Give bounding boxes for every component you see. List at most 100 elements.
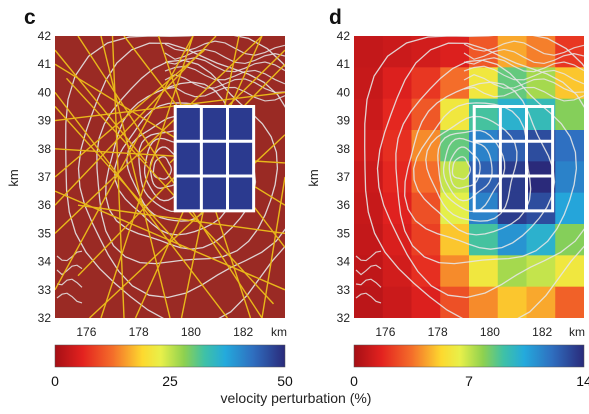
ray-path [55, 36, 194, 291]
heatmap-cell [555, 98, 584, 131]
contour-line [164, 86, 285, 102]
heatmap-cell [382, 67, 412, 100]
panel-c-ylabel: km [6, 169, 21, 186]
contour-line [451, 156, 471, 180]
heatmap-cell [555, 161, 584, 194]
y-tick-label: 32 [337, 311, 351, 325]
ray-path [55, 49, 205, 178]
heatmap-cell [440, 255, 470, 288]
contour-line [364, 36, 584, 318]
y-tick-label: 32 [38, 311, 52, 325]
heatmap-cell [526, 98, 556, 131]
panel-label-c: c [24, 6, 36, 29]
contour-line [355, 278, 382, 288]
x-tick-label: 180 [480, 325, 500, 339]
heatmap-cell [440, 130, 470, 162]
ray-path [100, 36, 171, 318]
y-tick-label: 35 [38, 226, 52, 240]
contour-line [463, 40, 584, 56]
contour-line [56, 278, 83, 288]
contour-line [425, 115, 518, 222]
x-tick-label: 176 [76, 325, 96, 339]
ray-path [55, 36, 217, 206]
colorbar-tick-label: 14 [576, 373, 589, 389]
y-tick-label: 37 [337, 170, 351, 184]
heatmap-cell [469, 224, 499, 256]
y-tick-label: 42 [38, 29, 52, 43]
contour-line [463, 57, 584, 73]
ray-path [100, 36, 194, 318]
contour-line [448, 146, 481, 189]
y-tick-label: 38 [337, 142, 351, 156]
heatmap-cell [555, 286, 584, 318]
contour-line [164, 48, 285, 65]
heatmap-cell [469, 286, 499, 318]
y-tick-label: 33 [337, 283, 351, 297]
y-tick-label: 37 [38, 170, 52, 184]
contour-line [463, 65, 584, 85]
heatmap-cell [440, 224, 470, 256]
contour-line [355, 292, 382, 304]
heatmap-cell [497, 286, 527, 318]
heatmap-cell [382, 36, 412, 68]
y-tick-label: 36 [337, 198, 351, 212]
colorbar-tick-label: 0 [51, 373, 59, 389]
contour-line [355, 250, 382, 262]
colorbar-title: velocity perturbation (%) [221, 390, 372, 406]
heatmap-cell [555, 192, 584, 225]
heatmap-cell [555, 255, 584, 288]
x-tick-label: 176 [375, 325, 395, 339]
panel-c-x-ticks: 176 178 180 182 [76, 325, 253, 339]
heatmap-cell [497, 130, 527, 162]
y-tick-label: 34 [337, 255, 351, 269]
x-tick-label: 182 [233, 325, 253, 339]
colorbar-c [54, 344, 286, 368]
panel-c-xunit: km [271, 325, 287, 339]
contour-line [463, 86, 584, 102]
ray-path [111, 36, 125, 318]
panel-c-ray-paths [55, 36, 285, 318]
heatmap-cell [382, 224, 412, 256]
heatmap-cell [526, 130, 556, 162]
heatmap-cell [497, 224, 527, 256]
heatmap-cell [440, 286, 470, 318]
heatmap-cell [354, 255, 384, 288]
contour-line [437, 129, 506, 213]
panel-d-xunit: km [569, 325, 585, 339]
colorbar-tick-label: 7 [465, 373, 473, 389]
heatmap-cell [382, 255, 412, 288]
x-tick-label: 182 [532, 325, 552, 339]
y-tick-label: 42 [337, 29, 351, 43]
panel-c: 32 33 34 35 36 37 38 39 40 41 42 176 178 180 182 km k… [6, 29, 287, 339]
contour-line [105, 81, 257, 250]
ray-path [65, 77, 275, 305]
y-tick-label: 41 [337, 57, 351, 71]
ray-path [55, 49, 148, 164]
colorbar-tick-label: 0 [350, 373, 358, 389]
contour-line [152, 156, 172, 180]
panel-d-y-ticks: 32 33 34 35 36 37 38 39 40 41 42 [337, 29, 351, 325]
y-tick-label: 38 [38, 142, 52, 156]
ray-path [261, 176, 285, 318]
contour-line [56, 250, 83, 262]
panel-d-ylabel: km [306, 169, 321, 186]
contour-line [56, 264, 83, 276]
heatmap-cell [555, 130, 584, 162]
contour-line [404, 81, 556, 250]
y-tick-label: 35 [337, 226, 351, 240]
panel-d: 32 33 34 35 36 37 38 39 40 41 42 176 178 180 182 km k… [306, 29, 585, 339]
ray-path [77, 204, 285, 235]
panel-d-contours [355, 36, 584, 318]
heatmap-cell [440, 67, 470, 100]
panel-label-d: d [329, 6, 342, 29]
heatmap-cell [497, 192, 527, 225]
y-tick-label: 41 [38, 57, 52, 71]
heatmap-cell [497, 67, 527, 100]
colorbar-tick-label: 25 [162, 373, 178, 389]
heatmap-cell [411, 192, 441, 225]
heatmap-cell [411, 255, 441, 288]
ray-path [55, 91, 229, 318]
colorbar-tick-label: 50 [277, 373, 293, 389]
anomaly-outline [173, 105, 256, 213]
